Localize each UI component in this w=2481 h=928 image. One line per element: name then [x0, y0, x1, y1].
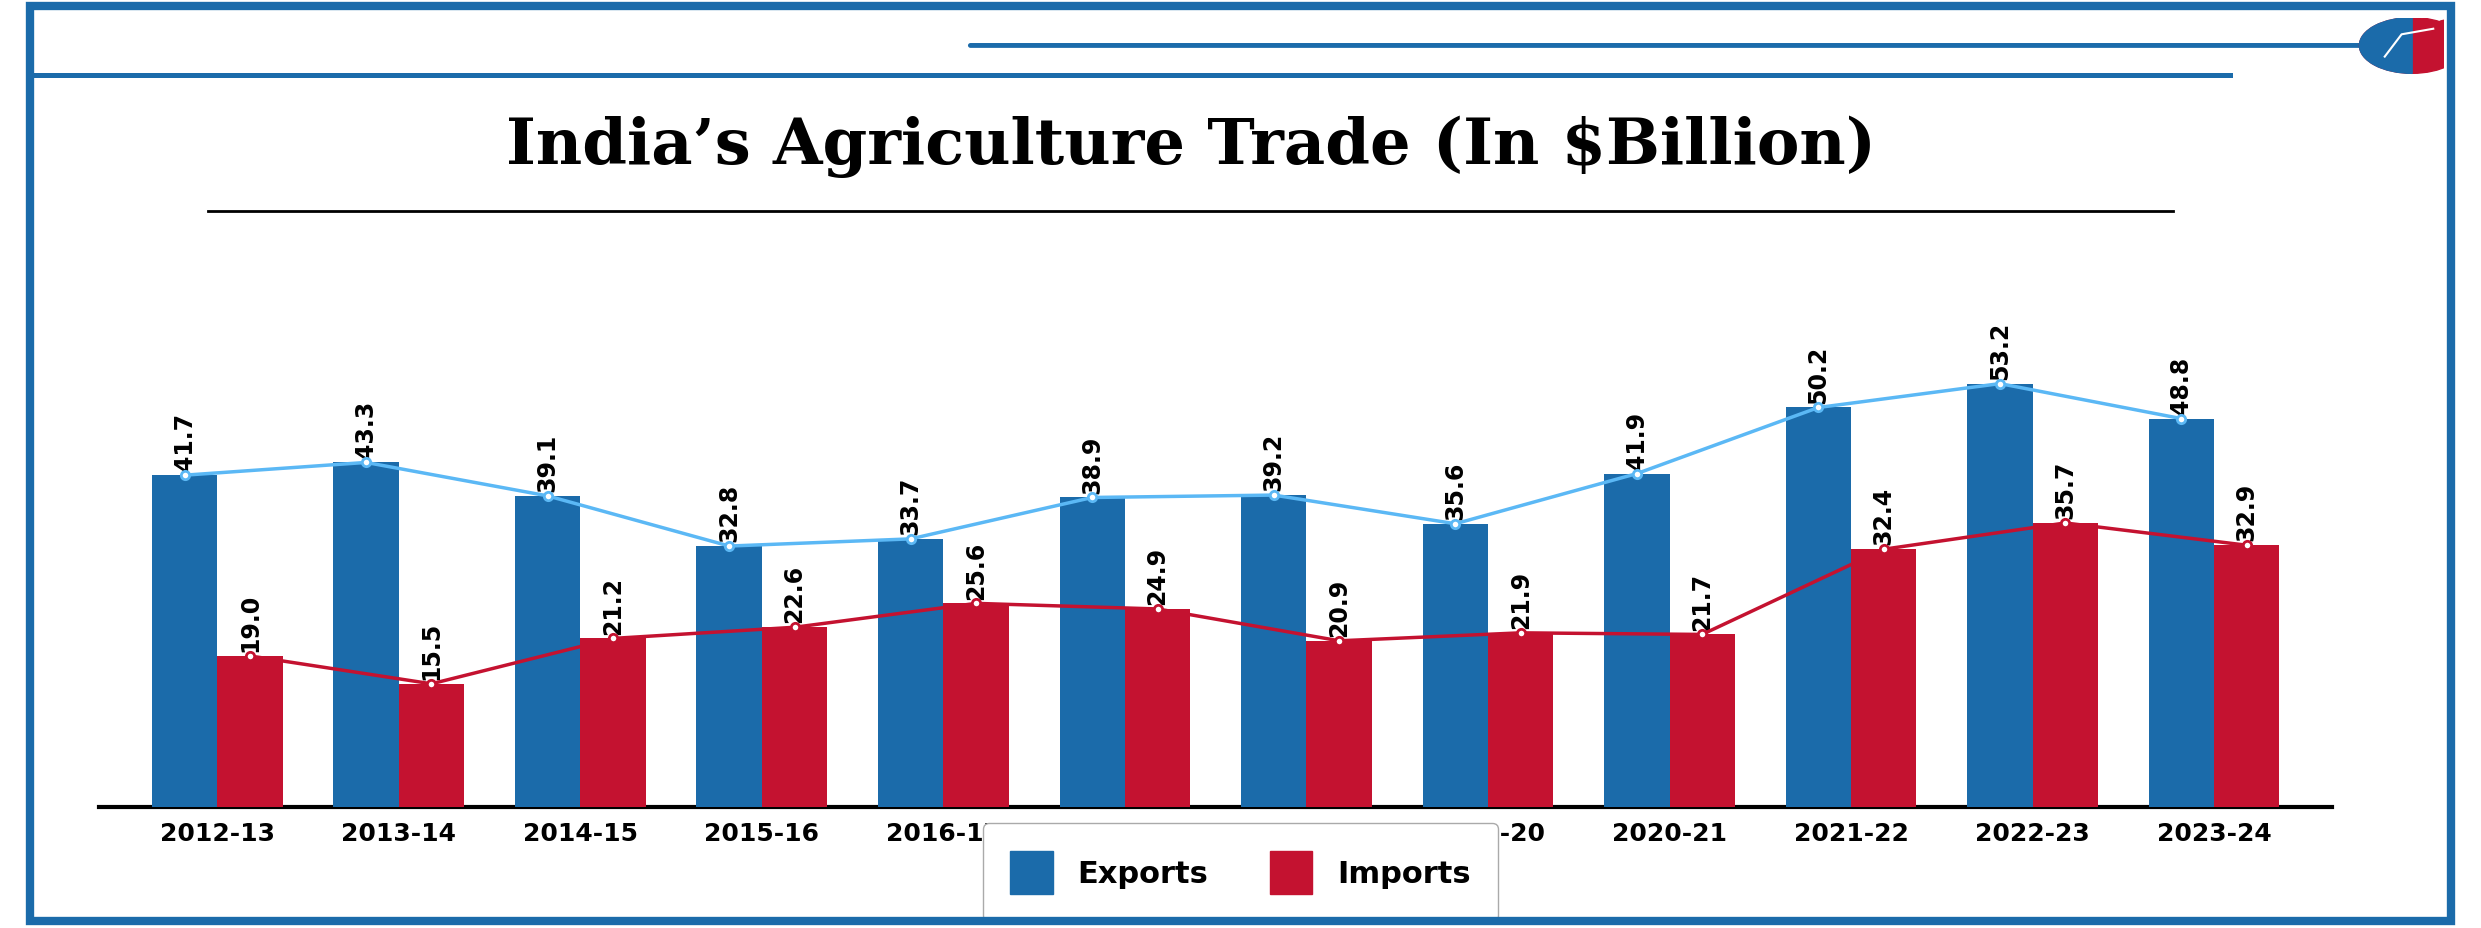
Bar: [878, 539, 943, 807]
Bar: [2032, 523, 2099, 807]
Bar: [1307, 641, 1372, 807]
Text: 15.5: 15.5: [419, 621, 444, 679]
Text: 39.2: 39.2: [1263, 432, 1285, 491]
Text: 20.9: 20.9: [1327, 578, 1352, 637]
Text: 22.6: 22.6: [782, 565, 806, 623]
Bar: [1851, 549, 1915, 807]
Bar: [697, 547, 762, 807]
Bar: [2213, 546, 2280, 807]
Text: 21.7: 21.7: [1690, 572, 1714, 630]
Text: 41.9: 41.9: [1625, 411, 1650, 470]
Text: 35.7: 35.7: [2054, 460, 2077, 519]
Bar: [1124, 610, 1191, 807]
Bar: [516, 496, 581, 807]
Bar: [1967, 384, 2032, 807]
Text: 32.8: 32.8: [717, 483, 742, 542]
Text: 50.2: 50.2: [1806, 345, 1831, 404]
Bar: [151, 476, 218, 807]
Text: 35.6: 35.6: [1444, 461, 1466, 520]
Bar: [1422, 524, 1489, 807]
Bar: [762, 627, 826, 807]
Legend: Exports, Imports: Exports, Imports: [982, 823, 1499, 922]
Text: 39.1: 39.1: [536, 433, 561, 492]
Text: 21.9: 21.9: [1508, 571, 1533, 628]
Bar: [399, 684, 464, 807]
Bar: [1786, 408, 1851, 807]
Text: 32.4: 32.4: [1871, 487, 1895, 545]
Bar: [581, 638, 645, 807]
Bar: [2149, 419, 2213, 807]
Text: 24.9: 24.9: [1146, 547, 1169, 604]
Bar: [943, 604, 1010, 807]
Bar: [1059, 498, 1124, 807]
Text: 48.8: 48.8: [2168, 356, 2193, 415]
Text: 25.6: 25.6: [965, 541, 987, 599]
Text: 41.7: 41.7: [174, 413, 196, 470]
Text: 38.9: 38.9: [1079, 435, 1104, 493]
Circle shape: [2436, 20, 2461, 34]
Bar: [218, 656, 283, 807]
Text: 53.2: 53.2: [1987, 321, 2012, 380]
Bar: [1605, 474, 1670, 807]
Text: 33.7: 33.7: [898, 476, 923, 535]
Bar: [1240, 496, 1307, 807]
Bar: [1670, 635, 1734, 807]
Text: 19.0: 19.0: [238, 593, 263, 651]
Text: 32.9: 32.9: [2235, 483, 2258, 541]
Circle shape: [2359, 19, 2466, 74]
Bar: [1489, 633, 1553, 807]
Text: India’s Agriculture Trade (In $Billion): India’s Agriculture Trade (In $Billion): [506, 115, 1876, 177]
Text: 43.3: 43.3: [355, 400, 377, 458]
Bar: [332, 463, 399, 807]
Text: 21.2: 21.2: [600, 576, 625, 634]
Wedge shape: [2359, 19, 2412, 74]
